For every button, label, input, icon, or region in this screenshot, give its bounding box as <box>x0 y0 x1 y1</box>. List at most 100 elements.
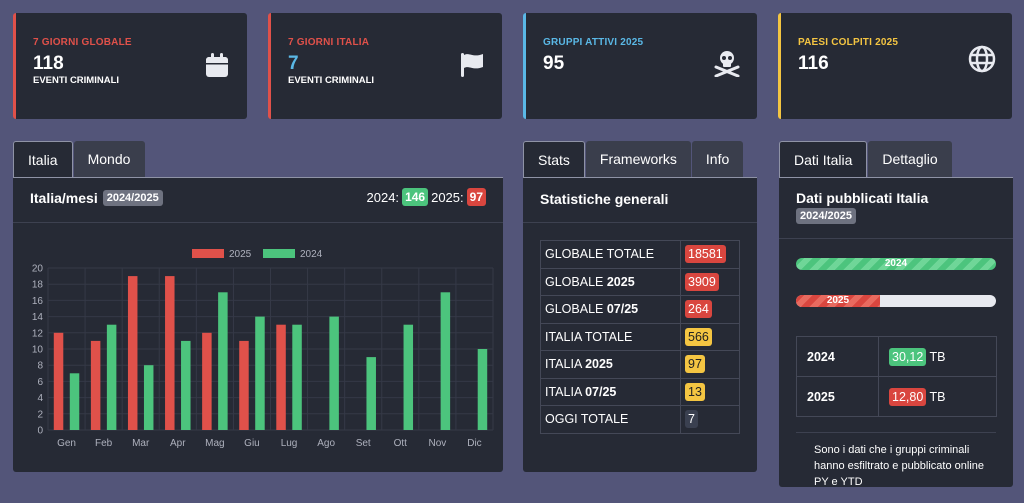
x-tick-label: Mag <box>205 438 224 449</box>
legend-swatch-2024 <box>263 249 295 258</box>
kpi-label: 7 GIORNI ITALIA <box>288 37 370 48</box>
kpi-value: 95 <box>543 53 565 74</box>
bar-2024-Apr <box>181 340 191 430</box>
tb-year: 2025 <box>796 376 879 417</box>
dati-tabs: Dati Italia Dettaglio <box>779 141 953 178</box>
stats-table: GLOBALE TOTALE 18581 GLOBALE 2025 3909 GLOBA… <box>540 240 740 434</box>
chart-counts: 2024: 146 2025: 97 <box>367 188 486 206</box>
tb-table: 2024 30,12 TB 2025 12,80 TB <box>796 336 997 417</box>
stats-value-badge: 18581 <box>685 245 726 264</box>
y-tick-label: 0 <box>37 426 43 437</box>
kpi-card-paesi-colpiti: PAESI COLPITI 2025 116 <box>778 13 1012 119</box>
progress-fill-2025: 2025 <box>796 295 880 307</box>
progress-label-2025: 2025 <box>826 295 850 306</box>
stats-value-badge: 13 <box>685 382 705 401</box>
chart-tabs: Italia Mondo <box>13 141 146 178</box>
count-2024-label: 2024: <box>366 189 400 205</box>
bar-2025-Giu <box>239 340 249 430</box>
kpi-label: PAESI COLPITI 2025 <box>798 37 899 48</box>
chart-title: Italia/mesi <box>30 190 98 206</box>
y-tick-label: 12 <box>32 328 44 339</box>
monthly-bar-chart: 0 2 4 6 8 10 12 14 16 18 20 Gen Feb Mar Apr Mag Giu Lug Ag… <box>32 249 494 449</box>
progress-label-2024: 2024 <box>884 258 908 269</box>
progress-fill-2024: 2024 <box>796 258 996 270</box>
x-tick-label: Mar <box>132 438 150 449</box>
y-tick-label: 16 <box>32 296 44 307</box>
y-tick-label: 18 <box>32 280 44 291</box>
tab-dettaglio[interactable]: Dettaglio <box>868 141 952 178</box>
stats-value-badge: 3909 <box>685 272 719 291</box>
table-row: ITALIA 07/25 13 <box>540 377 740 406</box>
table-row: GLOBALE TOTALE 18581 <box>540 240 740 269</box>
y-tick-label: 20 <box>32 264 44 275</box>
tb-year: 2024 <box>796 336 879 377</box>
legend-label: 2025 <box>229 249 252 260</box>
bar-2024-Mag <box>218 292 228 430</box>
stats-title: Statistiche generali <box>540 191 669 207</box>
stats-tabs: Stats Frameworks Info <box>523 141 744 178</box>
kpi-value: 118 <box>33 53 64 74</box>
dati-note: Sono i dati che i gruppi criminali hanno… <box>814 444 985 488</box>
table-row: GLOBALE 2025 3909 <box>540 267 740 296</box>
bar-2024-Feb <box>106 324 117 430</box>
kpi-card-global-7d: 7 GIORNI GLOBALE 118 EVENTI CRIMINALI <box>13 13 247 119</box>
kpi-value: 116 <box>798 53 829 74</box>
dati-year-badge: 2024/2025 <box>796 208 856 224</box>
stats-value-badge: 7 <box>685 410 698 429</box>
stats-panel: Statistiche generali GLOBALE TOTALE 18581… <box>523 177 757 472</box>
stats-label: ITALIA 2025 <box>540 350 681 379</box>
progress-bar-2024: 2024 <box>796 258 996 270</box>
stats-label: ITALIA 07/25 <box>540 377 681 406</box>
bar-2024-Lug <box>292 324 302 430</box>
y-tick-label: 14 <box>32 312 44 323</box>
bar-2025-Mag <box>202 332 212 430</box>
table-row: OGGI TOTALE 7 <box>540 405 740 434</box>
table-row: ITALIA TOTALE 566 <box>540 322 740 351</box>
legend-label: 2024 <box>300 249 323 260</box>
kpi-card-italia-7d: 7 GIORNI ITALIA 7 EVENTI CRIMINALI <box>268 13 502 119</box>
x-tick-label: Giu <box>244 438 260 449</box>
globe-icon <box>968 45 996 73</box>
stats-label: ITALIA TOTALE <box>540 322 681 351</box>
tab-dati-italia[interactable]: Dati Italia <box>779 141 868 178</box>
bar-2024-Ott <box>403 324 414 430</box>
stats-label: GLOBALE TOTALE <box>540 240 681 269</box>
tb-unit: TB <box>929 389 946 404</box>
tab-info[interactable]: Info <box>691 141 744 178</box>
year-badge: 2024/2025 <box>102 190 163 206</box>
bar-2025-Gen <box>53 332 64 430</box>
x-tick-label: Lug <box>281 438 298 449</box>
flag-icon <box>461 53 483 77</box>
y-tick-label: 10 <box>32 345 44 356</box>
skull-crossbones-icon <box>714 51 740 77</box>
stats-label: GLOBALE 2025 <box>540 267 681 296</box>
y-tick-label: 8 <box>37 361 43 372</box>
tab-frameworks[interactable]: Frameworks <box>585 141 691 178</box>
count-2025-badge: 97 <box>466 188 486 206</box>
stats-value-badge: 264 <box>685 300 712 319</box>
bar-2024-Gen <box>69 373 80 430</box>
x-tick-label: Nov <box>428 438 446 449</box>
bar-2024-Ago <box>329 316 339 430</box>
count-2024-badge: 146 <box>402 188 429 206</box>
bar-2024-Nov <box>440 292 451 430</box>
y-tick-label: 4 <box>37 393 43 404</box>
tab-mondo[interactable]: Mondo <box>73 141 145 178</box>
bar-2024-Dic <box>477 349 488 430</box>
x-tick-label: Gen <box>57 438 76 449</box>
table-row: ITALIA 2025 97 <box>540 350 740 379</box>
kpi-label: 7 GIORNI GLOBALE <box>33 37 132 48</box>
x-tick-label: Ott <box>394 438 408 449</box>
x-tick-label: Set <box>356 438 371 449</box>
count-2025-label: 2025: <box>431 189 464 205</box>
y-tick-label: 2 <box>37 409 43 420</box>
bar-2024-Giu <box>255 316 265 430</box>
bar-2025-Feb <box>90 340 101 430</box>
tab-italia[interactable]: Italia <box>13 141 73 178</box>
kpi-card-gruppi-attivi: GRUPPI ATTIVI 2025 95 <box>523 13 757 119</box>
bar-2024-Set <box>366 357 376 430</box>
bar-2025-Lug <box>276 324 286 430</box>
tab-stats[interactable]: Stats <box>523 141 585 178</box>
kpi-sub: EVENTI CRIMINALI <box>288 75 375 86</box>
chart-panel: Italia/mesi 2024/2025 2024: 146 2025: 97… <box>13 177 503 472</box>
